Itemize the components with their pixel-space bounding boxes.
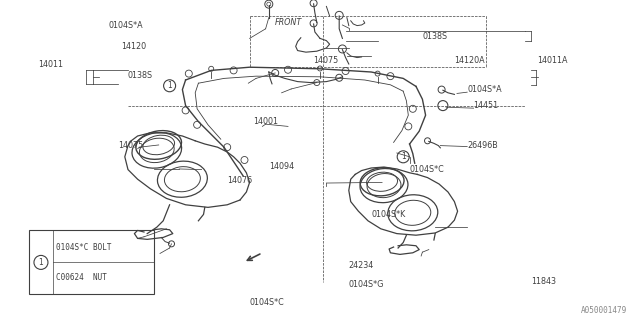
Circle shape	[164, 80, 175, 92]
Text: 0104S*A: 0104S*A	[109, 21, 143, 30]
Text: 14094: 14094	[269, 162, 294, 171]
Text: 14075: 14075	[118, 141, 143, 150]
Text: 14011A: 14011A	[538, 56, 568, 65]
Circle shape	[336, 74, 342, 81]
Text: 0104S*C: 0104S*C	[250, 298, 284, 307]
Text: 0104S*G: 0104S*G	[349, 280, 384, 289]
Text: 0104S*A: 0104S*A	[467, 85, 502, 94]
Circle shape	[241, 156, 248, 164]
Text: 0104S*C: 0104S*C	[410, 165, 444, 174]
Circle shape	[272, 69, 278, 76]
Text: 26496B: 26496B	[467, 141, 498, 150]
Text: 14451: 14451	[474, 101, 499, 110]
Circle shape	[339, 45, 346, 53]
Text: FRONT: FRONT	[275, 18, 303, 27]
Text: A050001479: A050001479	[581, 306, 627, 315]
Circle shape	[405, 123, 412, 130]
Text: 0138S: 0138S	[128, 71, 153, 80]
Text: 11843: 11843	[531, 277, 556, 286]
Text: 0104S*C BOLT: 0104S*C BOLT	[56, 243, 112, 252]
Circle shape	[387, 73, 394, 80]
Text: 1: 1	[401, 152, 406, 161]
Circle shape	[285, 66, 291, 73]
Text: 1: 1	[38, 258, 44, 267]
Text: 14120A: 14120A	[454, 56, 485, 65]
Text: 14001: 14001	[253, 117, 278, 126]
Text: 0104S*K: 0104S*K	[371, 210, 406, 219]
Circle shape	[335, 12, 343, 20]
Circle shape	[34, 255, 48, 269]
Circle shape	[410, 105, 416, 112]
Text: 14076: 14076	[227, 176, 252, 185]
Circle shape	[438, 100, 448, 111]
Circle shape	[224, 144, 230, 151]
Text: 14120: 14120	[122, 42, 147, 51]
Bar	[29, 230, 154, 294]
Text: 14075: 14075	[314, 56, 339, 65]
Circle shape	[310, 0, 317, 7]
Circle shape	[342, 68, 349, 75]
Circle shape	[194, 121, 200, 128]
Text: 0138S: 0138S	[422, 32, 447, 41]
Text: C00624  NUT: C00624 NUT	[56, 273, 107, 282]
Circle shape	[265, 0, 273, 8]
Circle shape	[186, 70, 192, 77]
Circle shape	[182, 107, 189, 114]
Circle shape	[397, 151, 409, 163]
Text: 14011: 14011	[38, 60, 63, 68]
Text: 1: 1	[167, 81, 172, 90]
Text: 24234: 24234	[349, 261, 374, 270]
Circle shape	[230, 67, 237, 74]
